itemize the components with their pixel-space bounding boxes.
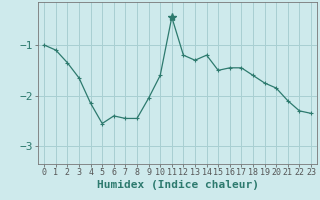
X-axis label: Humidex (Indice chaleur): Humidex (Indice chaleur)	[97, 180, 259, 190]
